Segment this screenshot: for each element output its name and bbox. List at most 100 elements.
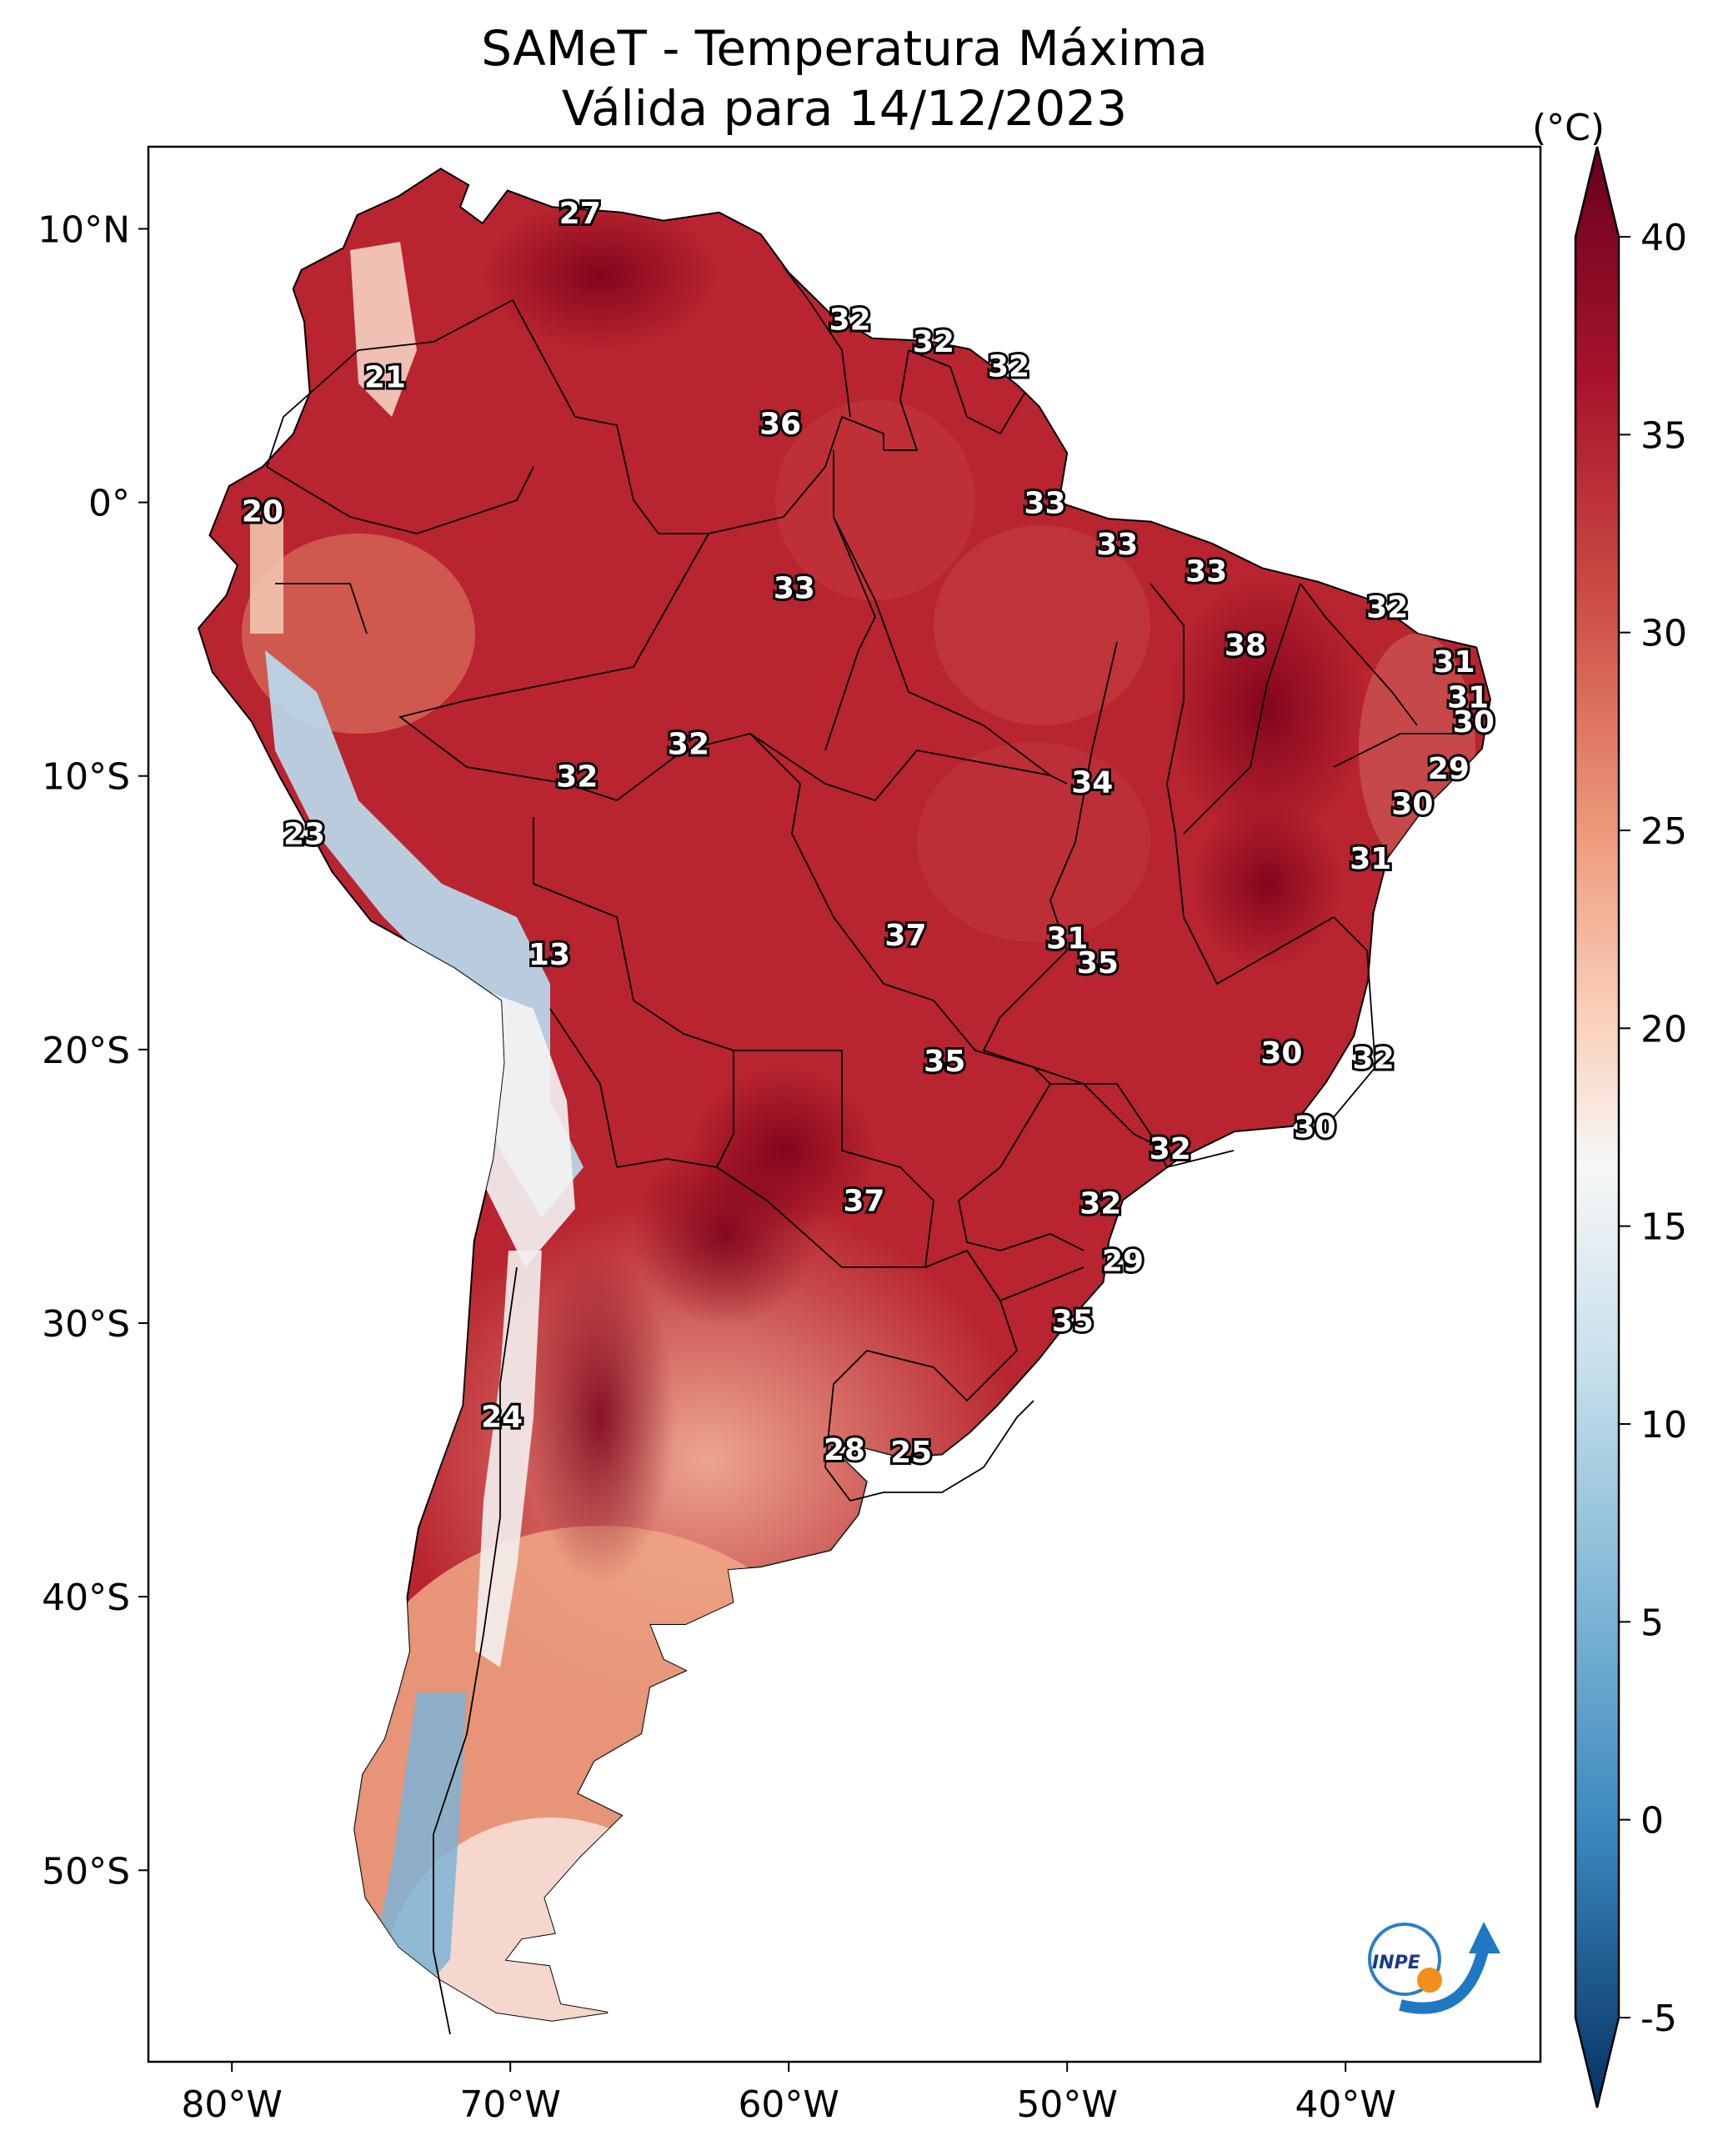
colorbar: 40 35 30 25 20 15 10 5 0 -5 [1574, 146, 1687, 2108]
border-sao-paulo [1050, 1083, 1235, 1169]
hot-core-northeast [1167, 575, 1367, 842]
border-guyana-brazil [884, 349, 919, 451]
border-colombia-peru [266, 466, 534, 534]
lat-tick-label: 30°S [42, 1303, 130, 1346]
temperature-label: 37 [884, 919, 926, 953]
temperature-label: 32 [829, 303, 871, 338]
temperature-label: 35 [1077, 946, 1119, 980]
temperature-label: 21 [364, 361, 406, 395]
lat-tick-label: 10°N [38, 208, 130, 251]
temperature-label: 35 [1052, 1305, 1094, 1339]
temperature-label: 36 [759, 407, 801, 441]
mid-zone-goias [917, 742, 1150, 942]
lon-tick-label: 40°W [1295, 2083, 1396, 2126]
temperature-label: 31 [1433, 645, 1475, 679]
colorbar-tick-label: 0 [1640, 1800, 1664, 1843]
colorbar-tick-label: 20 [1640, 1008, 1687, 1050]
temperature-label: 33 [1185, 555, 1227, 589]
border-suriname-guiana [966, 391, 1026, 435]
temperature-label: 30 [1391, 788, 1433, 822]
lat-tick-label: 10°S [42, 756, 130, 799]
border-bolivia-brazil [791, 783, 976, 1051]
map-title: SAMeT - Temperatura Máxima Válida para 1… [148, 18, 1540, 138]
colorbar-tick-label: 5 [1640, 1602, 1664, 1644]
temperature-label: 34 [1071, 765, 1113, 800]
temperature-label: 33 [1096, 528, 1138, 562]
border-maranhao [1150, 583, 1185, 835]
temperature-label: 24 [481, 1401, 523, 1435]
border-parana [958, 1200, 1084, 1251]
logo-arrow [1469, 1922, 1500, 1953]
title-line-2: Válida para 14/12/2023 [561, 80, 1128, 137]
border-uruguay [824, 1350, 1034, 1502]
border-ceara [1300, 583, 1418, 726]
colorbar-tick-label: -5 [1640, 1998, 1677, 2040]
andes-cold-central [475, 1251, 542, 1667]
colorbar-tick-label: 35 [1640, 414, 1687, 457]
hot-core-llanos [483, 200, 717, 350]
temperature-label: 30 [1453, 705, 1495, 740]
lat-tick-label: 40°S [42, 1577, 130, 1619]
border-bolivia-chile [549, 1008, 618, 1168]
colorbar-tick-label: 10 [1640, 1404, 1687, 1447]
colorbar-unit: (°C) [1532, 107, 1605, 149]
border-goias-minas [982, 950, 1168, 1151]
border-pernambuco [1333, 733, 1467, 768]
border-para-mato-grosso [833, 516, 1051, 776]
mid-zone-para [934, 525, 1150, 725]
hot-core-bahia [1192, 800, 1342, 967]
andes-ecuador [250, 517, 283, 634]
lon-tick-label: 70°W [459, 2083, 561, 2126]
logo-arc [1399, 1945, 1490, 2014]
temperature-label: 32 [668, 727, 709, 761]
border-piaui [1183, 583, 1301, 835]
temperature-label: 31 [1447, 681, 1489, 715]
border-brazil-states-1 [749, 733, 1068, 802]
colorbar-tick-label: 15 [1640, 1206, 1687, 1249]
temperature-label: 20 [242, 494, 283, 529]
colorbar-tick-label: 25 [1640, 810, 1687, 853]
border-ecuador-peru [275, 583, 368, 634]
colorbar-tick-label: 30 [1640, 613, 1687, 655]
map-frame [147, 145, 1542, 2063]
lon-tick-label: 50°W [1016, 2083, 1118, 2126]
temperature-label: 27 [559, 197, 601, 231]
temperature-label: 37 [843, 1184, 884, 1218]
colorbar-ticks: 40 35 30 25 20 15 10 5 0 -5 [1619, 217, 1687, 2040]
border-peru-bolivia [533, 817, 734, 1051]
temperature-label: 32 [1079, 1187, 1121, 1221]
border-peru-brazil [398, 533, 801, 802]
hot-core-monte [525, 1251, 675, 1584]
temperature-label: 30 [1260, 1036, 1302, 1070]
andes-cold-south [367, 1692, 467, 2018]
border-venezuela-guyana [783, 266, 851, 418]
border-amazonas-para [824, 450, 876, 751]
inpe-logo: INPE [1368, 1922, 1500, 2014]
logo-orange-dot [1417, 1968, 1442, 1993]
temperature-label: 30 [1294, 1111, 1335, 1145]
andes-colombia [350, 242, 417, 417]
temperature-label: 29 [1428, 752, 1470, 786]
temperature-label: 33 [1024, 487, 1065, 521]
temperature-label: 32 [913, 325, 954, 359]
lat-tick-label: 50°S [42, 1850, 130, 1893]
border-chile-argentina [433, 1266, 518, 2035]
temperature-label: 29 [1102, 1245, 1144, 1279]
border-santa-catarina [966, 1250, 1084, 1302]
temperature-label: 25 [890, 1436, 932, 1470]
temperature-label: 13 [528, 938, 570, 972]
border-minas-bahia [1175, 833, 1376, 1118]
temperature-label: 35 [924, 1045, 965, 1079]
border-paraguay [716, 1050, 934, 1268]
temperature-label: 31 [1046, 921, 1088, 955]
border-guyana-suriname [908, 349, 968, 418]
temperature-label: 28 [824, 1433, 865, 1467]
lon-tick-label: 60°W [738, 2083, 839, 2126]
temperature-label: 32 [988, 350, 1029, 384]
border-tocantins [1049, 641, 1118, 951]
lat-tick-label: 0° [88, 483, 130, 525]
temperature-label: 38 [1225, 629, 1266, 663]
